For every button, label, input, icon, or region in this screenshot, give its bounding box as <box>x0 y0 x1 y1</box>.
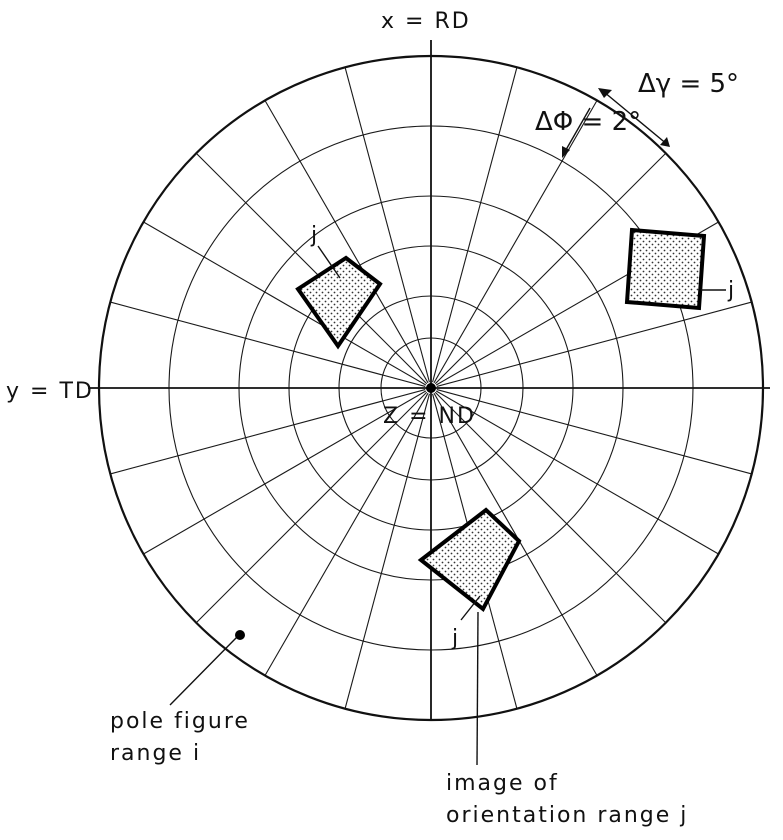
delta-gamma-arc-arrow <box>603 91 669 146</box>
j-leader-bottom <box>460 595 481 621</box>
delta-phi-label: ΔΦ = 2° <box>535 107 641 137</box>
azimuth-line <box>433 392 598 676</box>
azimuth-line <box>143 221 427 386</box>
orientation-range-patch-left <box>295 255 383 350</box>
azimuth-line <box>110 389 426 475</box>
center-point <box>426 383 436 393</box>
j-label-right: j <box>727 278 736 303</box>
y-axis-label: y = TD <box>6 379 94 404</box>
j-leader-left <box>317 245 341 279</box>
image-label-line1: image of <box>446 771 559 796</box>
azimuth-line <box>195 152 428 385</box>
orientation-range-patch-bottom <box>417 507 522 613</box>
z-axis-label: Z = ND <box>383 404 476 429</box>
image-label-line2: orientation range j <box>446 803 688 828</box>
delta-phi-pointer <box>562 107 591 156</box>
pole-figure-leader <box>169 636 238 706</box>
pole-figure-label-line2: range i <box>110 741 201 766</box>
azimuth-line <box>264 392 429 676</box>
azimuth-line <box>433 100 598 384</box>
azimuthal-grid-lines <box>110 67 752 709</box>
azimuth-line <box>434 391 667 624</box>
azimuth-line <box>432 67 518 383</box>
azimuth-line <box>435 390 719 555</box>
j-label-left: j <box>310 223 319 248</box>
azimuth-line <box>436 389 752 475</box>
pole-figure-range-marker <box>235 630 245 640</box>
x-axis-label: x = RD <box>381 9 471 34</box>
orientation-range-patch-right <box>624 227 707 311</box>
azimuth-line <box>143 390 427 555</box>
azimuth-line <box>434 152 667 385</box>
azimuth-line <box>264 100 429 384</box>
azimuth-line <box>344 393 430 709</box>
delta-gamma-label: Δγ = 5° <box>638 69 739 99</box>
delta-phi-arrowhead <box>562 146 570 158</box>
delta-gamma-arrowhead-bottom <box>660 137 670 147</box>
azimuth-line <box>110 301 426 387</box>
azimuth-line <box>195 391 428 624</box>
pole-figure-label-line1: pole figure <box>110 709 250 734</box>
j-label-bottom: j <box>451 626 460 651</box>
azimuth-line <box>344 67 430 383</box>
image-leader <box>476 611 479 766</box>
delta-gamma-arrowhead-top <box>598 88 612 98</box>
azimuth-line <box>436 301 752 387</box>
